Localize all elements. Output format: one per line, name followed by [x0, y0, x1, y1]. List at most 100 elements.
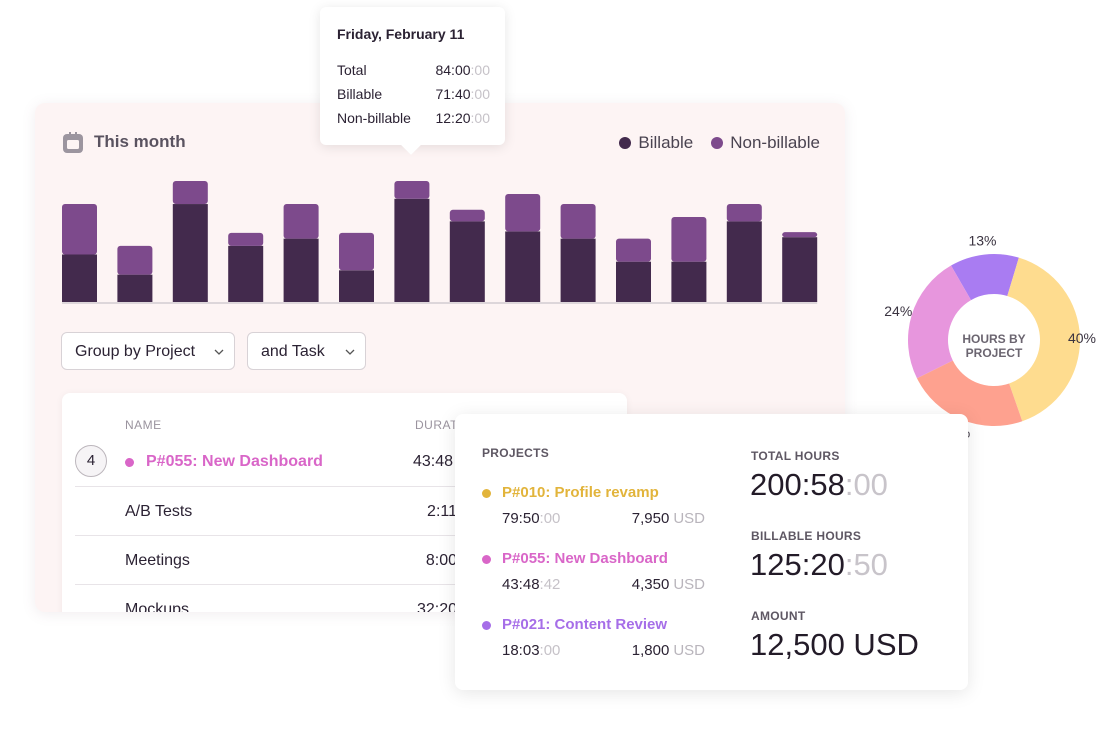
table-row: Mockups 32:20 — [75, 584, 457, 612]
legend-swatch — [619, 137, 632, 149]
amount: 7,950 — [631, 510, 670, 527]
donut-chart: 13%40%23%24% — [884, 233, 1096, 441]
project-amount: 7,950 USD — [632, 510, 705, 527]
total-value: 12,500 USD — [750, 627, 919, 663]
currency: USD — [673, 576, 705, 593]
bar-segment — [339, 232, 374, 271]
bar-segment — [726, 221, 762, 302]
group-dropdown[interactable]: Group by Project — [61, 332, 235, 370]
total-label: AMOUNT — [751, 609, 806, 623]
donut-slice — [1007, 257, 1080, 422]
project-name: P#021: Content Review — [502, 616, 668, 633]
count-badge: 4 — [75, 445, 107, 477]
amount: 1,800 — [631, 642, 670, 659]
bar-segment — [228, 245, 264, 302]
card-title: This month — [94, 132, 186, 151]
project-dot — [482, 621, 491, 630]
legend-label: Non-billable — [730, 133, 820, 152]
legend-item: Billable — [619, 133, 693, 153]
total-main: 200:58 — [750, 467, 845, 502]
tooltip-row: Billable 71:40:00 — [337, 86, 490, 102]
project-hours: 18:03:00 — [502, 642, 560, 659]
slice-label: 24% — [884, 303, 912, 319]
tooltip-seconds: :00 — [470, 86, 490, 102]
bar-segment — [62, 204, 97, 255]
bar-chart — [62, 181, 818, 304]
bar-segment — [117, 274, 153, 302]
table-row: A/B Tests 2:11 — [75, 486, 457, 537]
tooltip-hours: 84:00 — [435, 62, 471, 78]
tooltip-seconds: :00 — [470, 110, 490, 126]
calendar-icon — [63, 132, 83, 153]
total-main: 125:20 — [750, 547, 845, 582]
bar-segment — [283, 204, 319, 239]
amount: 4,350 — [631, 576, 670, 593]
hours: 43:48 — [502, 576, 540, 593]
slice-label: 13% — [968, 233, 996, 249]
bar-segment — [62, 254, 97, 302]
tooltip-value: 84:00:00 — [435, 62, 490, 78]
bar-segment — [394, 198, 430, 302]
legend: Billable Non-billable — [619, 133, 820, 153]
seconds: :00 — [539, 642, 561, 659]
bar-segment — [671, 261, 707, 302]
bar-segment — [671, 217, 707, 262]
project-name: P#010: Profile revamp — [502, 484, 659, 501]
group-name: P#055: New Dashboard — [146, 453, 323, 470]
legend-label: Billable — [638, 133, 694, 152]
bar-segment — [560, 204, 596, 239]
project-amount: 1,800 USD — [632, 642, 705, 659]
project-dot — [482, 489, 491, 498]
group-duration: 43:48 — [413, 453, 454, 470]
project-name: P#055: New Dashboard — [502, 550, 668, 567]
bar-segment — [616, 238, 651, 262]
total-seconds: :50 — [844, 547, 888, 582]
tooltip-hours: 12:20 — [435, 110, 471, 126]
task-name: Mockups — [125, 601, 190, 612]
donut-title: HOURS BY PROJECT — [962, 332, 1026, 360]
total-value: 125:20:50 — [750, 547, 888, 583]
bar-segment — [505, 193, 541, 232]
total-label: BILLABLE HOURS — [751, 529, 862, 543]
bar-segment — [339, 270, 374, 302]
bar-segment — [782, 232, 818, 238]
tooltip-value: 12:20:00 — [435, 110, 490, 126]
project-hours: 43:48:42 — [502, 576, 560, 593]
hours: 79:50 — [502, 510, 540, 527]
project-dot — [125, 458, 134, 467]
task-dropdown[interactable]: and Task — [247, 332, 366, 370]
slice-label: 40% — [1068, 330, 1096, 346]
bar-segment — [505, 231, 541, 302]
tooltip-hours: 71:40 — [435, 86, 471, 102]
dropdown-label: and Task — [261, 343, 325, 360]
bar-segment — [228, 232, 264, 246]
task-duration: 32:20 — [416, 601, 457, 612]
currency: USD — [673, 510, 705, 527]
tooltip-label: Total — [337, 62, 367, 78]
tooltip-value: 71:40:00 — [435, 86, 490, 102]
task-name: Meetings — [125, 552, 190, 569]
legend-item: Non-billable — [711, 133, 820, 153]
section-title: PROJECTS — [482, 446, 550, 460]
tooltip-row: Non-billable 12:20:00 — [337, 110, 490, 126]
bar-segment — [283, 238, 319, 302]
column-header: NAME — [125, 418, 162, 432]
project-amount: 4,350 USD — [632, 576, 705, 593]
seconds: :00 — [539, 510, 561, 527]
dropdown-label: Group by Project — [75, 343, 196, 360]
tooltip-seconds: :00 — [470, 62, 490, 78]
bar-segment — [782, 237, 818, 302]
seconds: :42 — [539, 576, 561, 593]
bar-segment — [560, 238, 596, 302]
bar-segment — [117, 245, 153, 275]
bar-segment — [449, 221, 485, 302]
donut-slice — [908, 265, 971, 379]
bar-segment — [726, 204, 762, 222]
bar-segment — [616, 261, 651, 302]
projects-card: PROJECTS P#010: Profile revamp 79:50:00 7,… — [455, 414, 968, 690]
tooltip: Friday, February 11 Total 84:00:00 Billabl… — [320, 7, 505, 145]
tooltip-row: Total 84:00:00 — [337, 62, 490, 78]
tooltip-label: Billable — [337, 86, 383, 102]
total-seconds: :00 — [844, 467, 888, 502]
